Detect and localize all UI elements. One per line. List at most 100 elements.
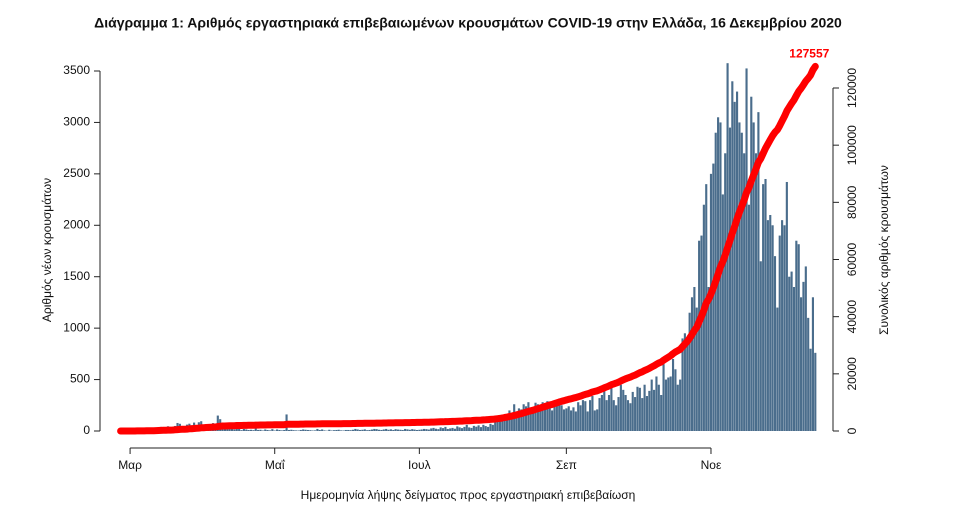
- bar: [759, 261, 762, 431]
- bar: [809, 348, 812, 431]
- bar: [501, 416, 504, 431]
- y2-tick-label: 40000: [845, 300, 859, 334]
- y2-tick-label: 0: [845, 427, 859, 434]
- bar: [337, 429, 340, 431]
- bar: [297, 430, 300, 431]
- bar: [444, 426, 447, 431]
- bar: [515, 411, 518, 431]
- bar: [463, 426, 466, 431]
- bar: [572, 407, 575, 431]
- bar: [738, 122, 741, 431]
- bar: [487, 426, 490, 431]
- bar: [636, 386, 639, 431]
- bar: [506, 418, 509, 431]
- bar: [650, 379, 653, 431]
- bar: [605, 400, 608, 431]
- bar: [340, 430, 343, 431]
- bar: [771, 225, 774, 431]
- bar: [724, 153, 727, 432]
- bar: [560, 405, 563, 431]
- bar: [472, 425, 475, 431]
- bar: [347, 429, 350, 431]
- bar: [534, 402, 537, 431]
- bar: [610, 387, 613, 431]
- bar: [453, 428, 456, 431]
- bar: [382, 429, 385, 431]
- bar: [399, 429, 402, 431]
- bar: [629, 403, 632, 431]
- bar: [785, 181, 788, 431]
- bar: [596, 409, 599, 431]
- bar: [543, 406, 547, 431]
- bar: [491, 424, 494, 431]
- bar: [655, 376, 658, 431]
- bar: [743, 153, 746, 432]
- bar: [524, 406, 528, 431]
- bar: [581, 400, 585, 431]
- bar: [413, 429, 416, 431]
- bar: [361, 429, 364, 431]
- bar: [643, 384, 646, 431]
- bar: [707, 287, 710, 431]
- bar: [316, 428, 319, 431]
- bar: [411, 429, 414, 431]
- bar: [278, 429, 281, 431]
- bar: [612, 400, 615, 431]
- bar: [588, 400, 592, 431]
- bar: [565, 408, 568, 431]
- bar: [271, 429, 274, 431]
- bar: [802, 281, 805, 431]
- bar: [494, 419, 497, 431]
- bar: [683, 333, 686, 431]
- bar: [653, 389, 656, 431]
- bar: [754, 153, 758, 432]
- bar: [235, 427, 238, 431]
- bar: [800, 297, 803, 431]
- bar: [548, 403, 551, 431]
- y-tick-label: 2500: [63, 166, 90, 180]
- bar: [728, 127, 732, 432]
- bar: [377, 429, 381, 431]
- bar: [740, 132, 743, 431]
- bar: [750, 96, 753, 431]
- bar: [679, 379, 682, 431]
- bar: [385, 428, 388, 431]
- bar: [510, 415, 513, 431]
- y-axis-label: Αριθμός νέων κρουσμάτων: [40, 178, 54, 322]
- bar: [249, 429, 253, 431]
- bar: [558, 402, 561, 431]
- bar: [242, 428, 245, 431]
- bar: [359, 429, 362, 431]
- bar: [631, 391, 634, 431]
- bar: [788, 276, 791, 431]
- bar: [735, 91, 739, 432]
- y-tick-label: 1000: [63, 320, 90, 334]
- bar: [764, 179, 767, 431]
- bar: [470, 427, 473, 431]
- bar: [577, 402, 580, 431]
- bar: [766, 220, 769, 431]
- bar: [634, 397, 637, 431]
- bar: [280, 430, 283, 431]
- bar: [396, 429, 400, 431]
- bar: [261, 430, 264, 431]
- bar: [415, 429, 419, 431]
- bar: [579, 405, 582, 431]
- bar: [392, 429, 395, 431]
- bar: [638, 387, 641, 431]
- bar: [245, 429, 248, 431]
- bar: [811, 297, 814, 431]
- bar: [313, 430, 317, 431]
- bar: [456, 426, 459, 431]
- bar: [475, 426, 478, 431]
- bar: [804, 266, 807, 431]
- bar: [498, 418, 502, 431]
- bar: [695, 307, 698, 431]
- bar: [603, 389, 606, 431]
- bar: [389, 429, 392, 431]
- bar: [394, 429, 397, 431]
- bar: [709, 173, 713, 431]
- bar: [292, 430, 295, 431]
- bar: [304, 429, 307, 431]
